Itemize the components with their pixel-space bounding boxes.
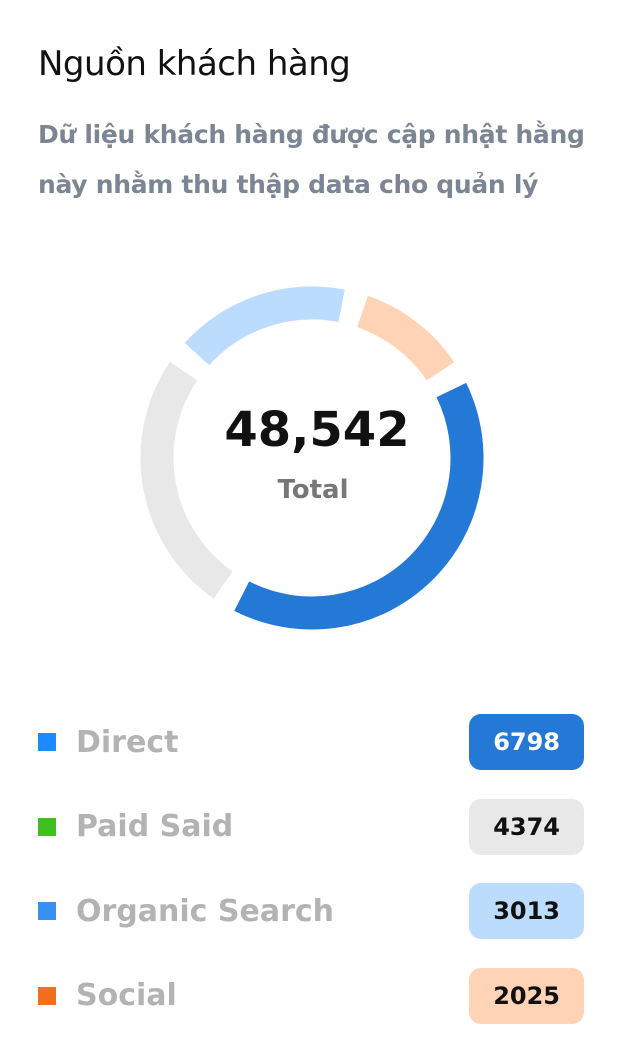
donut-segment — [234, 382, 484, 630]
legend-swatch — [38, 733, 56, 751]
legend-row: Organic Search 3013 — [38, 883, 584, 939]
card-subtitle: Dữ liệu khách hàng được cập nhật hằng nà… — [38, 120, 585, 199]
value-badge: 6798 — [469, 714, 584, 770]
total-value: 48,542 — [224, 402, 409, 458]
donut-segment — [184, 286, 345, 366]
legend-label: Organic Search — [76, 893, 335, 929]
legend-row: Direct 6798 — [38, 714, 584, 770]
legend: Direct 6798 Paid Said 4374 Organic Search 301… — [38, 714, 584, 1052]
legend-label: Direct — [76, 724, 179, 760]
legend-row: Paid Said 4374 — [38, 798, 584, 855]
value-badge: 3013 — [469, 883, 584, 939]
donut-chart: 48,542 Total — [140, 286, 484, 630]
total-label: Total — [277, 475, 348, 505]
value-badge: 4374 — [469, 798, 584, 855]
legend-row: Social 2025 — [38, 967, 584, 1024]
value-badge: 2025 — [469, 967, 584, 1024]
legend-swatch — [38, 817, 56, 836]
donut-segment — [356, 295, 455, 381]
legend-swatch — [38, 902, 56, 920]
legend-label: Paid Said — [76, 809, 234, 844]
donut-segment — [140, 361, 233, 599]
legend-swatch — [38, 986, 56, 1005]
legend-label: Social — [76, 978, 177, 1013]
card-title: Nguồn khách hàng — [38, 44, 351, 84]
